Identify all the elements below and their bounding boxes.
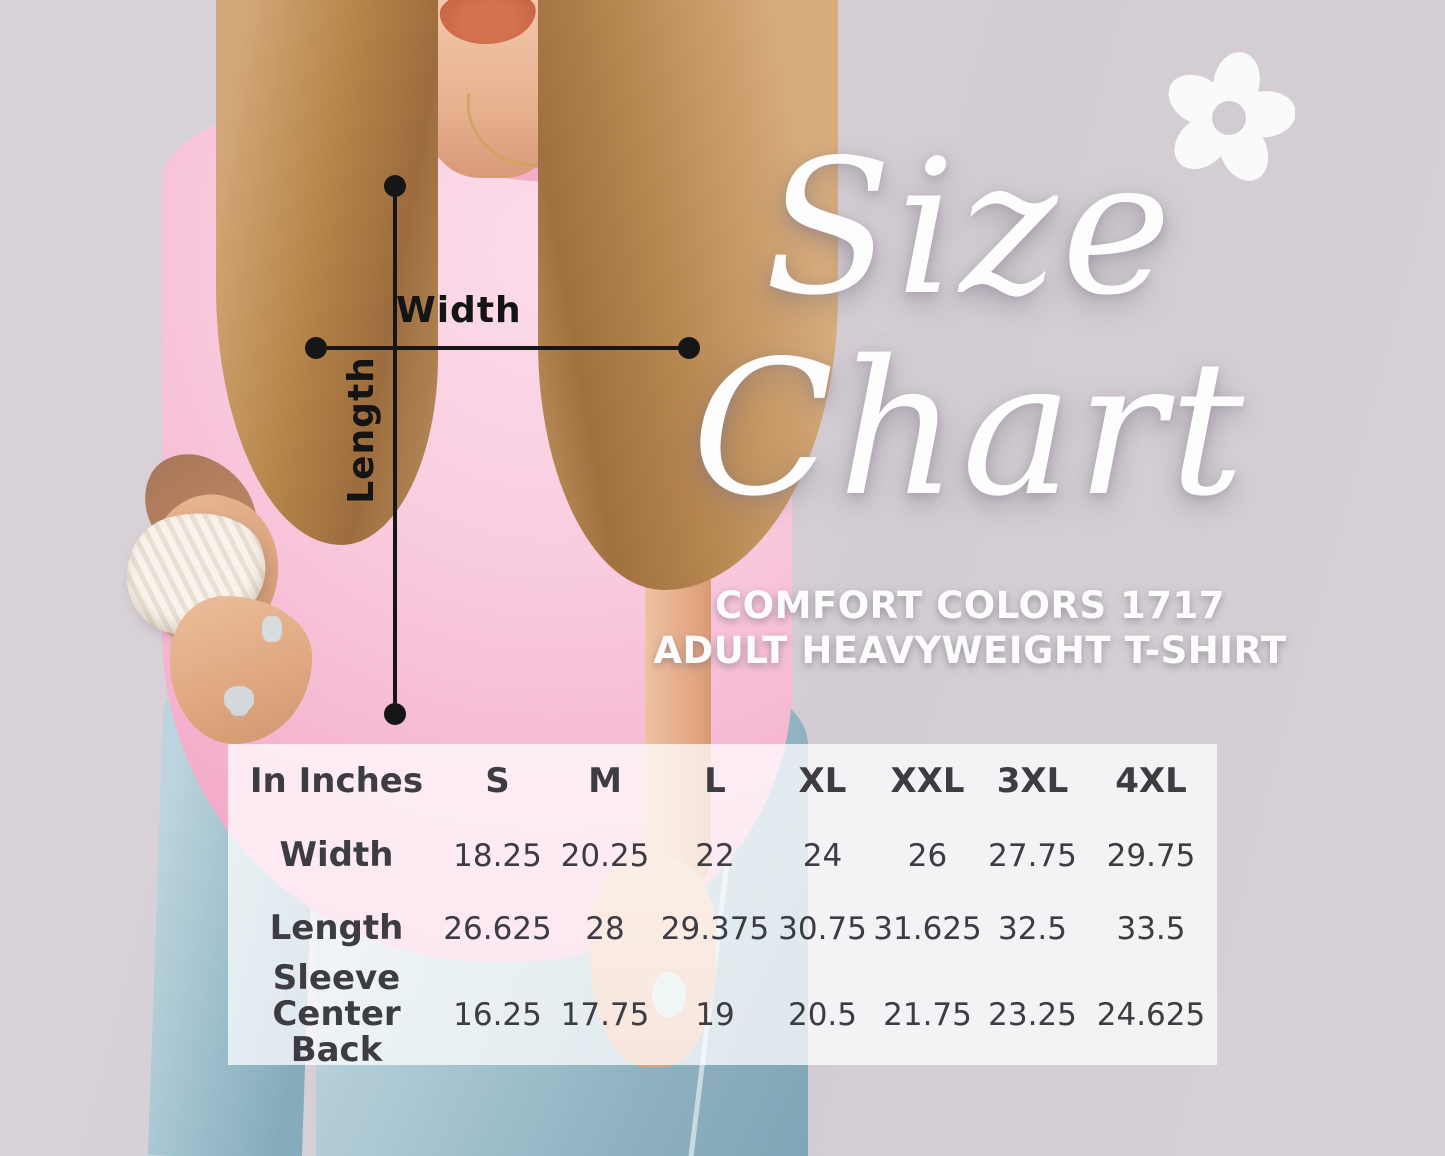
unit-header: In Inches [249, 761, 424, 801]
length-value: 31.625 [873, 911, 982, 947]
row-label-length: Length [269, 908, 404, 949]
sleeve-value: 17.75 [560, 997, 650, 1033]
width-measure-line [314, 346, 690, 350]
sleeve-value: 23.25 [988, 997, 1077, 1033]
size-header-l: L [704, 761, 726, 801]
width-value: 29.75 [1106, 837, 1196, 874]
size-header-xl: XL [798, 761, 847, 801]
page-title: Size Chart [590, 119, 1350, 537]
length-value: 30.75 [778, 911, 867, 947]
row-label-width: Width [279, 834, 394, 875]
sleeve-value: 21.75 [883, 997, 972, 1033]
length-value: 33.5 [1116, 911, 1186, 947]
size-header-m: M [588, 761, 622, 801]
sleeve-value: 20.5 [787, 997, 858, 1033]
length-value: 32.5 [997, 911, 1068, 947]
model-hair-right [538, 0, 838, 590]
size-header-s: S [485, 761, 510, 801]
title-line-1: Size [764, 119, 1176, 336]
subtitle-line-2: ADULT HEAVYWEIGHT T-SHIRT [653, 629, 1287, 673]
width-value: 26 [907, 837, 948, 874]
sleeve-value: 16.25 [453, 997, 542, 1033]
length-value: 28 [585, 911, 625, 947]
width-value: 18.25 [453, 837, 542, 874]
width-value: 22 [695, 837, 735, 874]
width-value: 27.75 [988, 837, 1077, 874]
sleeve-value: 24.625 [1096, 997, 1206, 1033]
subtitle-line-1: COMFORT COLORS 1717 [715, 584, 1225, 627]
silver-ring [262, 616, 282, 642]
length-value: 29.375 [660, 911, 770, 947]
measure-endpoint-dot [678, 337, 700, 359]
size-table: In Inches S M L XL XXL 3XL 4XL Width 18.… [228, 744, 1217, 1070]
flower-icon [1168, 52, 1295, 181]
length-measure-label: Length [341, 356, 382, 504]
measure-endpoint-dot [384, 703, 406, 725]
size-header-3xl: 3XL [996, 761, 1069, 801]
width-measure-label: Width [396, 290, 522, 331]
measure-endpoint-dot [384, 175, 406, 197]
model-left-hand [170, 596, 312, 744]
sleeve-value: 19 [695, 997, 735, 1033]
silver-ring [224, 686, 254, 712]
width-value: 20.25 [560, 837, 650, 874]
size-header-4xl: 4XL [1115, 761, 1187, 801]
size-header-xxl: XXL [890, 761, 965, 801]
width-value: 24 [802, 837, 843, 874]
measure-endpoint-dot [305, 337, 327, 359]
row-label-sleeve-center-back: Sleeve Center Back [272, 958, 401, 1070]
length-value: 26.625 [443, 911, 552, 947]
title-line-2: Chart [691, 319, 1249, 537]
length-measure-line [393, 184, 397, 716]
product-subtitle: COMFORT COLORS 1717 ADULT HEAVYWEIGHT T-… [595, 583, 1345, 673]
model-hair-left [216, 0, 438, 545]
